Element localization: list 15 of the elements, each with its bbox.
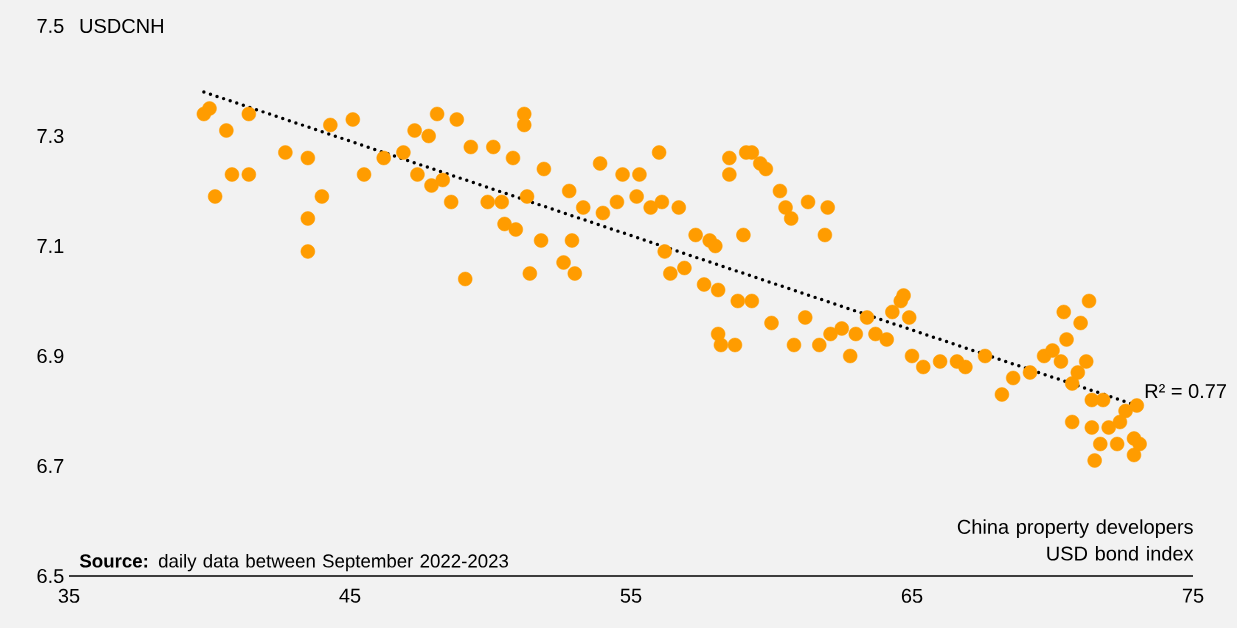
y-axis-title: USDCNH xyxy=(80,18,163,34)
x-tick-label: 35 xyxy=(58,588,80,603)
y-tick-label: 7.5 xyxy=(37,19,64,33)
x-tick-label: 75 xyxy=(1182,588,1204,603)
x-tick-label: 45 xyxy=(339,588,361,603)
annotation: R² = 0.77 xyxy=(1145,383,1226,399)
y-tick-label: 7.3 xyxy=(37,128,64,144)
x-axis-title: China property developers USD bond index xyxy=(957,519,1194,561)
y-tick-label: 6.7 xyxy=(37,458,64,474)
x-tick-label: 55 xyxy=(620,588,642,603)
y-tick-label: 6.5 xyxy=(37,568,64,584)
y-tick-label: 6.9 xyxy=(37,348,64,364)
annotation: Source: daily data between September 2022-2023 xyxy=(79,553,509,572)
y-tick-label: 7.1 xyxy=(37,239,64,253)
x-tick-label: 65 xyxy=(901,588,923,603)
